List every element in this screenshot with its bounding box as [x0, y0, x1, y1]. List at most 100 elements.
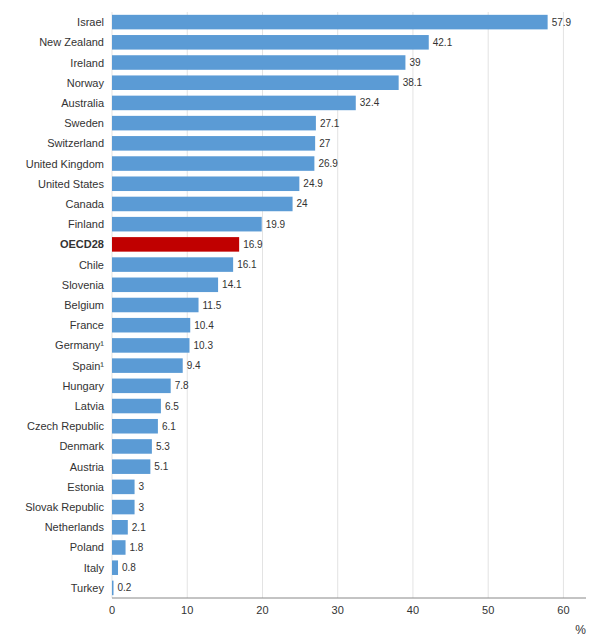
bar — [112, 96, 356, 111]
y-tick-label: United Kingdom — [26, 158, 104, 170]
y-tick-label: Spain¹ — [72, 360, 104, 372]
y-tick-label: Netherlands — [45, 521, 105, 533]
y-tick-label: Ireland — [70, 57, 104, 69]
y-tick-label: Sweden — [64, 117, 104, 129]
bar — [112, 379, 171, 394]
y-tick-label: Italy — [84, 562, 105, 574]
grid-line — [488, 12, 489, 598]
bar — [112, 75, 399, 90]
bar — [112, 197, 293, 212]
bar — [112, 55, 405, 70]
y-tick-label: Israel — [77, 16, 104, 28]
bar — [112, 116, 316, 131]
data-label: 5.3 — [156, 441, 170, 452]
bar — [112, 298, 199, 313]
x-tick-label: 50 — [482, 604, 494, 616]
y-tick-label: Turkey — [71, 582, 105, 594]
bar — [112, 257, 233, 272]
y-tick-label: New Zealand — [39, 36, 104, 48]
y-tick-label: Belgium — [64, 299, 104, 311]
bar — [112, 560, 118, 575]
data-label: 38.1 — [403, 77, 423, 88]
data-label: 10.4 — [194, 320, 214, 331]
data-label: 16.9 — [243, 239, 263, 250]
data-label: 16.1 — [237, 259, 257, 270]
bar — [112, 520, 128, 535]
grid — [112, 12, 563, 598]
y-tick-label: Czech Republic — [27, 420, 105, 432]
bar — [112, 581, 114, 596]
x-tick-label: 10 — [181, 604, 193, 616]
bar — [112, 15, 548, 30]
data-label: 6.5 — [165, 401, 179, 412]
data-label: 27.1 — [320, 118, 340, 129]
data-label: 26.9 — [318, 158, 338, 169]
x-axis-line — [112, 598, 586, 599]
bar — [112, 156, 314, 171]
data-label: 14.1 — [222, 279, 242, 290]
data-label: 6.1 — [162, 421, 176, 432]
y-tick-label: Slovenia — [62, 279, 105, 291]
x-axis-label: % — [575, 623, 586, 637]
x-tick-label: 20 — [256, 604, 268, 616]
data-label: 1.8 — [130, 542, 144, 553]
y-tick-label: France — [70, 319, 104, 331]
bar — [112, 540, 126, 555]
data-label: 24 — [297, 198, 309, 209]
y-tick-label: Germany¹ — [55, 339, 104, 351]
y-tick-label: Estonia — [67, 481, 105, 493]
y-tick-label: United States — [38, 178, 105, 190]
data-label: 3 — [139, 481, 145, 492]
bar — [112, 480, 135, 495]
data-label: 2.1 — [132, 522, 146, 533]
y-tick-label: Canada — [65, 198, 104, 210]
data-label: 10.3 — [193, 340, 213, 351]
y-tick-label: OECD28 — [60, 238, 104, 250]
y-tick-label: Hungary — [62, 380, 104, 392]
data-label: 9.4 — [187, 360, 201, 371]
y-tick-label: Poland — [70, 541, 104, 553]
bar — [112, 136, 315, 151]
bar — [112, 237, 239, 252]
y-tick-label: Australia — [61, 97, 105, 109]
y-tick-label: Finland — [68, 218, 104, 230]
chart: 0 10 20 30 40 50 60 0.2 0.8 1.8 2.1 3 3 5.1 5.3 6.1 6.5 7… — [0, 0, 608, 644]
data-label: 3 — [139, 502, 145, 513]
bar — [112, 399, 161, 414]
data-label: 0.2 — [118, 582, 132, 593]
bar — [112, 419, 158, 434]
bar — [112, 278, 218, 293]
bar — [112, 318, 190, 333]
bar — [112, 35, 429, 50]
x-tick-label: 40 — [407, 604, 419, 616]
bar — [112, 358, 183, 373]
data-label: 19.9 — [266, 219, 286, 230]
y-tick-label: Denmark — [59, 440, 104, 452]
x-tick-label: 60 — [557, 604, 569, 616]
data-label: 27 — [319, 138, 331, 149]
y-tick-label: Latvia — [75, 400, 105, 412]
bars — [112, 15, 548, 595]
data-label: 57.9 — [552, 17, 572, 28]
y-tick-label: Chile — [79, 259, 104, 271]
data-label: 24.9 — [303, 178, 323, 189]
data-label: 42.1 — [433, 37, 453, 48]
x-tick-label: 0 — [109, 604, 115, 616]
data-label: 7.8 — [175, 380, 189, 391]
grid-line — [563, 12, 564, 598]
bar — [112, 459, 150, 474]
data-label: 0.8 — [122, 562, 136, 573]
grid-line — [412, 12, 413, 598]
bar — [112, 338, 189, 353]
data-label: 5.1 — [154, 461, 168, 472]
y-tick-label: Austria — [70, 461, 105, 473]
y-tick-label: Slovak Republic — [25, 501, 104, 513]
x-tick-label: 30 — [332, 604, 344, 616]
data-label: 32.4 — [360, 97, 380, 108]
bar — [112, 217, 262, 232]
y-tick-label: Norway — [67, 77, 105, 89]
bar — [112, 439, 152, 454]
data-label: 11.5 — [203, 300, 222, 311]
bar — [112, 500, 135, 515]
bar — [112, 176, 299, 191]
